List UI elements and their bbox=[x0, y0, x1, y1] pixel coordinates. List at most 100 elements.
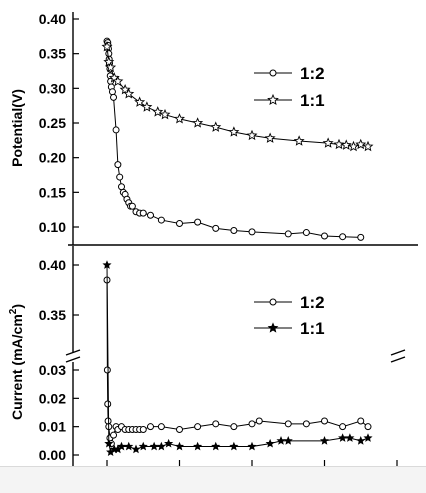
bottom-series-1-point-20 bbox=[319, 436, 330, 445]
top-series-1-point-13 bbox=[210, 121, 222, 132]
top-series-1-point-7 bbox=[134, 96, 146, 107]
bottom-series-line-0 bbox=[106, 279, 369, 444]
top-legend: 1:2 1:1 bbox=[254, 64, 325, 110]
bottom-legend: 1:2 1:1 bbox=[254, 293, 325, 338]
bottom-series-1-point-12 bbox=[174, 441, 185, 451]
top-series-0-point-15 bbox=[116, 173, 124, 181]
top-series-1-point-12 bbox=[192, 117, 204, 128]
bottom-series-1-point-19 bbox=[283, 436, 293, 445]
top-series-1-point-11 bbox=[174, 113, 185, 124]
top-series-1-point-17 bbox=[293, 135, 305, 146]
bottom-y-axis-label-end: ) bbox=[9, 304, 25, 309]
top-legend-marker-1-1 bbox=[267, 93, 279, 105]
bottom-y-tick-label-3: 0.02 bbox=[39, 390, 66, 406]
bottom-legend-marker-1-2 bbox=[269, 298, 277, 306]
top-series-0-point-37 bbox=[357, 233, 365, 241]
top-legend-marker-1-2 bbox=[269, 69, 277, 77]
bottom-series-0-point-20 bbox=[194, 423, 202, 431]
bottom-series-1-point-8 bbox=[138, 441, 148, 451]
bottom-series-1-point-0 bbox=[102, 260, 112, 269]
bottom-series-0-point-22 bbox=[230, 423, 238, 431]
bottom-series-1-point-15 bbox=[229, 441, 239, 451]
top-y-tick-label-1: 0.35 bbox=[39, 46, 66, 62]
bottom-series-1-point-1 bbox=[104, 438, 114, 448]
bottom-series-0-point-1 bbox=[103, 366, 111, 374]
top-series-1-point-4 bbox=[112, 75, 124, 87]
top-series-0-point-28 bbox=[176, 220, 183, 228]
bottom-series-1-point-18 bbox=[276, 436, 286, 445]
bottom-y-tick-label-1: 0.35 bbox=[39, 307, 66, 323]
top-series-0-point-22 bbox=[128, 202, 136, 210]
top-y-tick-label-3: 0.25 bbox=[39, 115, 66, 131]
top-series-0-point-12 bbox=[110, 93, 118, 101]
bottom-series-0-point-18 bbox=[157, 423, 165, 431]
top-series-0-point-26 bbox=[147, 211, 154, 219]
top-y-axis-label: Potential(V) bbox=[9, 89, 25, 167]
top-series-0-point-36 bbox=[339, 233, 347, 241]
bottom-series-1-point-9 bbox=[149, 441, 159, 451]
top-series-0-point-35 bbox=[321, 232, 328, 240]
bottom-series-1-point-13 bbox=[193, 441, 203, 451]
bottom-series-0-point-28 bbox=[339, 423, 347, 431]
bottom-y-tick-label-5: 0.00 bbox=[39, 447, 66, 463]
bottom-y-axis-label-main: Current (mA/cm bbox=[9, 314, 25, 420]
top-series-1-point-2 bbox=[105, 61, 117, 73]
bottom-series-1-point-5 bbox=[116, 441, 127, 451]
bottom-series-1-point-6 bbox=[124, 441, 134, 451]
top-y-tick-label-6: 0.10 bbox=[39, 219, 66, 235]
bottom-y-tick-label-0: 0.40 bbox=[39, 257, 66, 273]
top-series-group bbox=[101, 37, 374, 241]
top-series-0-point-11 bbox=[108, 88, 116, 96]
bottom-series-0-point-23 bbox=[248, 420, 256, 428]
top-series-1-point-22 bbox=[355, 138, 367, 150]
top-series-1-point-5 bbox=[119, 83, 131, 95]
bottom-series-0-point-26 bbox=[302, 420, 310, 428]
axis-break-marks bbox=[65, 349, 406, 363]
bottom-series-0-point-25 bbox=[284, 420, 292, 428]
top-series-0-point-34 bbox=[302, 229, 310, 237]
bottom-series-0-point-27 bbox=[321, 417, 328, 425]
bottom-series-1-point-10 bbox=[156, 441, 166, 451]
bottom-series-line-1 bbox=[106, 264, 369, 454]
bottom-series-1-point-22 bbox=[345, 433, 355, 442]
top-series-1-point-19 bbox=[333, 138, 345, 150]
bottom-series-0-point-17 bbox=[147, 423, 154, 431]
top-series-1-point-6 bbox=[123, 88, 135, 99]
top-series-1-point-23 bbox=[362, 140, 374, 152]
bottom-panel: 0.400.350.030.020.010.00 0200400600800 C… bbox=[8, 246, 409, 486]
top-panel: 0.40 0.35 0.30 0.25 0.20 0.15 0.10 Potential(V… bbox=[9, 11, 418, 246]
top-series-0-point-14 bbox=[114, 161, 122, 169]
bottom-series-0-point-7 bbox=[110, 431, 118, 439]
top-y-tick-label-0: 0.40 bbox=[39, 11, 66, 27]
bottom-series-0-point-21 bbox=[212, 420, 220, 428]
top-legend-label-1-1: 1:1 bbox=[300, 91, 325, 110]
top-series-1-point-15 bbox=[246, 129, 258, 141]
bottom-series-1-point-16 bbox=[247, 441, 257, 451]
top-series-0-point-30 bbox=[212, 224, 220, 232]
top-y-tick-label-2: 0.30 bbox=[39, 80, 66, 96]
bottom-series-0-point-2 bbox=[104, 400, 112, 408]
top-series-0-point-32 bbox=[248, 228, 256, 236]
bottom-y-ticks: 0.40 0.35 0.03 0.02 0.01 0.00 bbox=[39, 257, 79, 463]
bottom-series-group bbox=[102, 260, 373, 457]
top-series-0-point-27 bbox=[157, 216, 165, 224]
bottom-legend-label-1-2: 1:2 bbox=[300, 293, 325, 312]
top-series-1-point-0 bbox=[101, 40, 113, 52]
bottom-series-1-point-23 bbox=[356, 436, 366, 445]
top-series-1-point-9 bbox=[152, 106, 164, 117]
bottom-y-tick-label-2: 0.03 bbox=[39, 362, 66, 378]
bottom-series-1-point-14 bbox=[211, 441, 221, 451]
bottom-y-axis-label-sup: 2 bbox=[8, 308, 19, 314]
bottom-legend-marker-1-1 bbox=[267, 322, 279, 333]
top-series-0-point-33 bbox=[284, 230, 292, 238]
top-series-1-point-8 bbox=[141, 101, 153, 112]
bottom-series-1-point-24 bbox=[363, 433, 373, 442]
bottom-series-1-point-7 bbox=[131, 444, 141, 454]
top-y-tick-label-4: 0.20 bbox=[39, 150, 66, 166]
top-series-1-point-21 bbox=[348, 140, 359, 152]
top-y-tick-label-5: 0.15 bbox=[39, 184, 66, 200]
bottom-strip bbox=[0, 466, 426, 493]
bottom-series-1-point-17 bbox=[265, 438, 275, 448]
bottom-series-0-point-16 bbox=[139, 426, 147, 433]
